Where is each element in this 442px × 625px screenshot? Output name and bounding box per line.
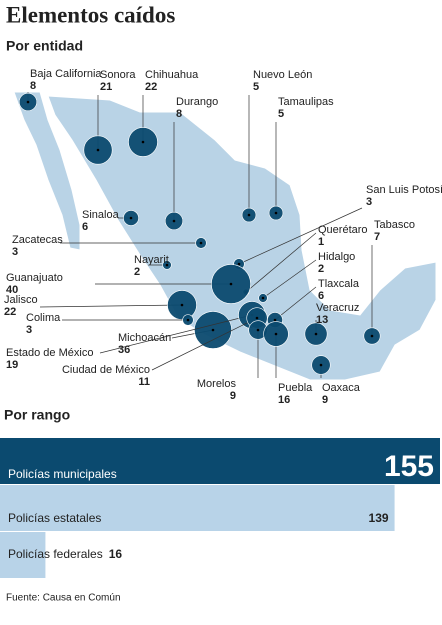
state-name: Guanajuato <box>6 272 63 284</box>
bubble-dot <box>172 219 176 223</box>
leader-line <box>151 317 258 371</box>
state-name: Jalisco <box>4 294 38 306</box>
bubble-dot <box>255 316 259 320</box>
state-value: 16 <box>278 394 290 406</box>
bubble-dot <box>96 148 100 152</box>
state-name: Veracruz <box>316 302 359 314</box>
state-value: 22 <box>4 306 16 318</box>
state-name: Colima <box>26 312 61 324</box>
leader-line <box>99 314 253 354</box>
state-name: Puebla <box>278 382 313 394</box>
state-value: 21 <box>100 81 112 93</box>
state-name: San Luis Potosí <box>366 184 442 196</box>
bubble-dot <box>199 241 203 245</box>
state-name: Michoacán <box>118 332 171 344</box>
bubble-dot <box>141 140 145 144</box>
state-value: 8 <box>30 80 36 92</box>
bar-label: Policías estatales <box>8 511 101 525</box>
leader-line <box>39 304 183 308</box>
state-name: Ciudad de México <box>62 364 150 376</box>
state-value: 2 <box>318 263 324 275</box>
bubble-dot <box>129 216 133 220</box>
bar-label: Policías municipales <box>8 467 117 481</box>
bar-value: 16 <box>109 547 123 561</box>
bar-value: 155 <box>384 450 434 483</box>
state-name: Durango <box>176 96 218 108</box>
state-name: Tabasco <box>374 219 415 231</box>
state-value: 6 <box>318 290 324 302</box>
state-value: 1 <box>318 236 324 248</box>
bar-value: 139 <box>369 511 389 525</box>
bar-layer: Policías municipales 155 Policías estatale… <box>0 438 440 578</box>
bubble-dot <box>211 328 215 332</box>
leader-line <box>262 259 317 299</box>
bubble-dot <box>26 100 30 104</box>
bubble-dot <box>165 263 169 267</box>
bar <box>0 532 46 578</box>
state-name: Chihuahua <box>145 69 199 81</box>
state-name: Sonora <box>100 69 136 81</box>
bar <box>0 485 395 531</box>
state-name: Hidalgo <box>318 251 355 263</box>
bubble-dot <box>370 334 374 338</box>
state-value: 19 <box>6 359 18 371</box>
state-value: 8 <box>176 108 182 120</box>
state-value: 11 <box>138 376 150 388</box>
map-shape <box>13 91 437 381</box>
bubble-dot <box>186 318 190 322</box>
state-name: Querétaro <box>318 224 368 236</box>
state-name: Nayarit <box>134 254 169 266</box>
state-value: 9 <box>322 394 328 406</box>
state-value: 3 <box>366 196 372 208</box>
state-value: 7 <box>374 231 380 243</box>
bubble-dot <box>273 318 277 322</box>
state-value: 5 <box>253 81 259 93</box>
leader-line <box>238 207 363 265</box>
state-name: Sinaloa <box>82 209 120 221</box>
bubble-dot <box>237 262 241 266</box>
title: Elementos caídos <box>6 2 175 27</box>
bubble-dot <box>274 211 278 215</box>
bubble-dot <box>229 282 233 286</box>
state-value: 36 <box>118 344 130 356</box>
state-value: 22 <box>145 81 157 93</box>
state-name: Estado de México <box>6 347 93 359</box>
bubble-dot <box>314 332 318 336</box>
state-name: Morelos <box>197 378 237 390</box>
state-value: 13 <box>316 314 328 326</box>
state-name: Zacatecas <box>12 234 63 246</box>
state-name: Baja California <box>30 68 102 80</box>
state-name: Nuevo León <box>253 69 312 81</box>
state-value: 6 <box>82 221 88 233</box>
bar-label: Policías federales <box>8 547 103 561</box>
bar-chart-title: Por rango <box>4 407 70 423</box>
map-subtitle: Por entidad <box>6 38 83 54</box>
bubble-dot <box>261 296 265 300</box>
state-value: 40 <box>6 284 18 296</box>
bubble-dot <box>247 213 251 217</box>
bubble-dot <box>180 303 184 307</box>
bubble-dot <box>274 332 278 336</box>
bubble-dot <box>256 328 260 332</box>
state-value: 9 <box>230 390 236 402</box>
state-value: 5 <box>278 108 284 120</box>
state-value: 2 <box>134 266 140 278</box>
map-layer: Baja California8Sonora21Chihuahua22Duran… <box>4 68 442 406</box>
state-value: 3 <box>12 246 18 258</box>
source: Fuente: Causa en Común <box>6 593 121 604</box>
state-name: Tamaulipas <box>278 96 334 108</box>
state-name: Oaxaca <box>322 382 361 394</box>
state-name: Tlaxcala <box>318 278 360 290</box>
bubble-dot <box>319 363 323 367</box>
leader-line <box>245 232 317 293</box>
bar <box>0 438 440 484</box>
leader-line <box>274 286 317 321</box>
state-value: 3 <box>26 324 32 336</box>
